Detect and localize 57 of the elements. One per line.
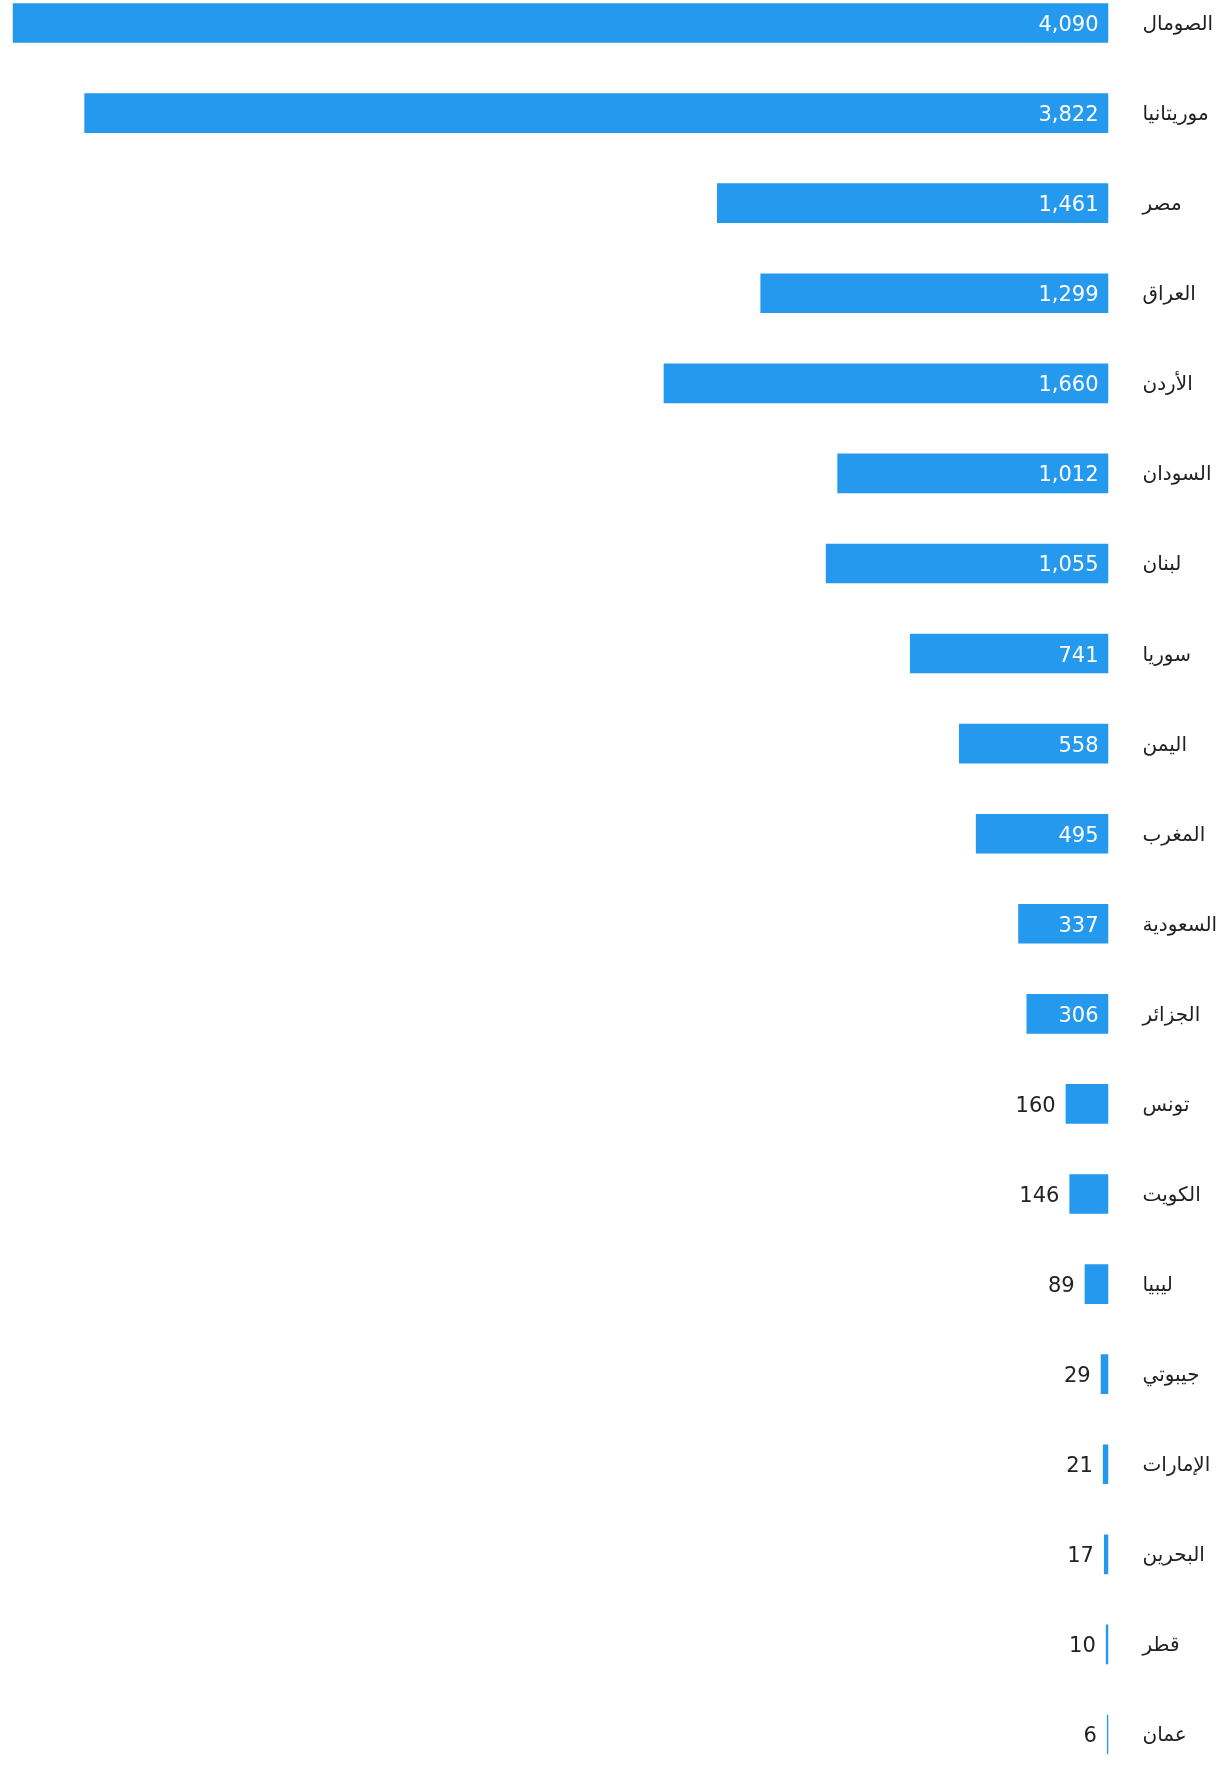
y-tick-label: الكويت	[1142, 1182, 1201, 1207]
y-tick-label: اليمن	[1142, 731, 1187, 756]
data-label: 3,822	[1038, 102, 1099, 127]
bar	[958, 723, 1109, 764]
y-tick-label: الإمارات	[1142, 1452, 1211, 1477]
data-label: 17	[1067, 1543, 1094, 1568]
bar	[1018, 903, 1109, 944]
data-label: 29	[1064, 1363, 1091, 1388]
data-label: 495	[1058, 822, 1099, 847]
y-tick-label: الصومال	[1142, 11, 1214, 36]
bar	[837, 453, 1109, 494]
y-tick-label: المغرب	[1142, 821, 1206, 846]
bar	[1069, 1174, 1109, 1214]
bar	[975, 813, 1109, 854]
data-label: 6	[1083, 1723, 1097, 1748]
y-tick-label: تونس	[1142, 1091, 1190, 1116]
data-label: 306	[1058, 1002, 1099, 1027]
bar	[1084, 1264, 1109, 1304]
data-label: 160	[1015, 1092, 1056, 1117]
data-label: 89	[1047, 1273, 1075, 1298]
data-label: 21	[1066, 1453, 1093, 1478]
y-tick-label: السعودية	[1142, 911, 1218, 936]
data-label: 337	[1058, 912, 1099, 937]
y-tick-label: موريتانيا	[1142, 101, 1209, 126]
data-label: 1,055	[1038, 552, 1099, 577]
data-label: 1,299	[1038, 282, 1099, 307]
data-label: 1,461	[1038, 192, 1099, 217]
bar	[84, 93, 1109, 133]
y-tick-label: الجزائر	[1141, 1001, 1201, 1026]
bar	[760, 273, 1109, 314]
bar	[1100, 1354, 1109, 1394]
y-tick-label: ليبيا	[1142, 1272, 1173, 1297]
data-label: 741	[1058, 642, 1099, 667]
data-label: 1,660	[1038, 372, 1099, 397]
bar	[12, 3, 1109, 43]
bar	[1065, 1084, 1109, 1124]
y-tick-label: جيبوتي	[1142, 1362, 1200, 1388]
bar	[825, 543, 1109, 584]
bar	[663, 363, 1109, 404]
data-label: 146	[1019, 1183, 1060, 1208]
bar	[909, 633, 1109, 674]
y-tick-label: عمان	[1142, 1722, 1187, 1747]
data-label: 558	[1058, 732, 1099, 757]
bar	[1026, 994, 1109, 1034]
y-tick-label: البحرين	[1142, 1542, 1205, 1567]
data-label: 1,012	[1038, 462, 1099, 487]
y-tick-label: لبنان	[1142, 551, 1182, 576]
y-tick-label: السودان	[1142, 461, 1212, 486]
data-label: 10	[1069, 1633, 1096, 1658]
y-tick-label: مصر	[1141, 191, 1182, 216]
y-tick-label: العراق	[1142, 281, 1196, 306]
y-tick-label: سوريا	[1142, 641, 1191, 666]
y-tick-label: قطر	[1141, 1632, 1180, 1657]
bar	[1102, 1444, 1109, 1485]
bar	[716, 183, 1109, 223]
y-tick-label: الأردن	[1142, 371, 1193, 396]
data-label: 4,090	[1038, 12, 1099, 37]
